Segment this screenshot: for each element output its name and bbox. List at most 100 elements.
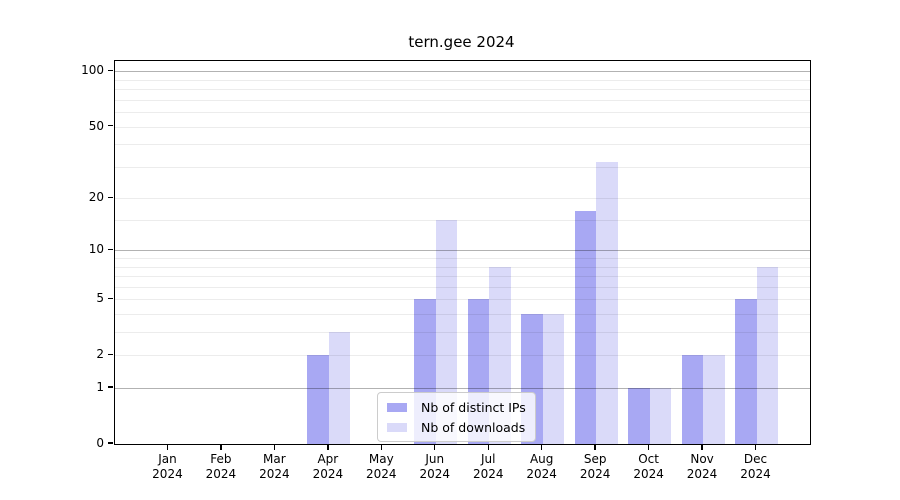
plot-area	[114, 60, 811, 445]
y-tick-mark	[108, 386, 113, 388]
x-tick-year: 2024	[366, 467, 397, 481]
x-tick-mark	[540, 444, 543, 450]
legend-label: Nb of downloads	[421, 419, 526, 435]
gridline-minor	[115, 332, 810, 334]
x-tick-month: Nov	[690, 452, 714, 466]
legend-swatch-downloads	[387, 422, 407, 432]
bar-downloads-oct	[649, 388, 672, 444]
x-tick-month: Aug	[529, 452, 554, 466]
gridline-minor	[115, 79, 810, 81]
gridline-major	[115, 250, 810, 252]
bar-downloads-apr	[328, 332, 351, 444]
x-tick-year: 2024	[579, 467, 611, 481]
bar-distinct-ips-dec	[735, 299, 757, 444]
gridline-minor	[115, 89, 810, 91]
x-tick-label: Sep 2024	[563, 452, 627, 482]
gridline-minor	[115, 299, 810, 301]
x-tick-mark	[327, 444, 329, 450]
bar-distinct-ips-apr	[307, 355, 329, 444]
x-tick-year: 2024	[526, 467, 557, 481]
x-tick-label: Nov 2024	[670, 452, 734, 482]
legend: Nb of distinct IPs Nb of downloads	[377, 392, 536, 442]
x-tick-mark	[594, 444, 596, 450]
y-tick-mark	[108, 69, 113, 72]
x-tick-month: Jun	[425, 452, 445, 466]
y-tick-label: 20	[88, 190, 104, 205]
y-tick-label: 0	[96, 436, 104, 450]
x-tick-label: May 2024	[349, 452, 413, 482]
x-tick-year: 2024	[633, 467, 664, 481]
gridline-minor	[115, 314, 810, 316]
bar-downloads-nov	[703, 355, 725, 444]
gridline-minor	[115, 220, 810, 222]
gridline-minor	[115, 99, 810, 101]
legend-item-downloads: Nb of downloads	[387, 418, 526, 436]
x-tick-year: 2024	[472, 467, 504, 481]
x-tick-label: Oct 2024	[617, 452, 681, 482]
x-tick-mark	[434, 444, 436, 450]
legend-swatch-distinct-ips	[387, 402, 407, 412]
x-tick-label: Jul 2024	[456, 452, 520, 482]
y-tick-label: 100	[81, 63, 104, 78]
y-tick-label: 1	[96, 380, 104, 395]
y-tick-mark	[108, 196, 113, 198]
x-tick-mark	[701, 444, 703, 450]
bar-downloads-aug	[542, 314, 565, 444]
x-tick-mark	[487, 444, 489, 450]
legend-label: Nb of distinct IPs	[421, 399, 526, 415]
gridline-minor	[115, 266, 810, 268]
x-tick-mark	[273, 444, 276, 450]
bar-distinct-ips-nov	[681, 355, 704, 444]
x-tick-month: Jul	[480, 452, 496, 466]
x-tick-month: Oct	[638, 452, 659, 466]
x-tick-month: Jan	[158, 452, 177, 466]
y-tick-label: 2	[96, 347, 104, 362]
x-tick-year: 2024	[686, 467, 718, 481]
y-tick-label: 10	[88, 242, 104, 257]
y-tick-mark	[108, 124, 113, 127]
x-tick-year: 2024	[259, 467, 290, 481]
bar-downloads-jun	[435, 220, 458, 444]
x-tick-month: May	[368, 452, 394, 466]
y-tick-label: 50	[88, 118, 104, 133]
x-tick-mark	[380, 444, 382, 450]
x-tick-month: Mar	[263, 452, 286, 466]
x-tick-month: Apr	[317, 452, 339, 466]
bar-downloads-sep	[596, 161, 618, 444]
gridline-major	[115, 71, 810, 73]
gridline-major	[115, 388, 810, 390]
gridline-minor	[115, 355, 810, 357]
x-tick-year: 2024	[419, 467, 451, 481]
x-tick-mark	[754, 444, 757, 450]
x-tick-year: 2024	[312, 467, 344, 481]
bar-distinct-ips-sep	[574, 210, 597, 444]
gridline-minor	[115, 198, 810, 200]
gridline-minor	[115, 144, 810, 146]
x-tick-label: Dec 2024	[724, 452, 788, 482]
x-tick-mark	[647, 444, 650, 450]
x-tick-label: Jun 2024	[403, 452, 467, 482]
chart-title: tern.gee 2024	[408, 33, 515, 51]
x-tick-year: 2024	[205, 467, 237, 481]
x-tick-label: Aug 2024	[510, 452, 574, 482]
gridline-minor	[115, 258, 810, 260]
x-tick-month: Feb	[210, 452, 232, 466]
bar-distinct-ips-oct	[628, 388, 650, 444]
gridline-minor	[115, 286, 810, 288]
x-tick-month: Sep	[583, 452, 607, 466]
x-tick-year: 2024	[740, 467, 771, 481]
x-tick-label: Mar 2024	[242, 452, 306, 482]
gridline-minor	[115, 276, 810, 278]
y-tick-mark	[108, 297, 113, 300]
bar-downloads-dec	[756, 266, 779, 444]
gridline-minor	[115, 166, 810, 168]
gridline-minor	[115, 112, 810, 114]
x-tick-mark	[220, 444, 222, 450]
x-tick-label: Feb 2024	[189, 452, 253, 482]
x-tick-mark	[166, 444, 169, 450]
x-tick-label: Jan 2024	[135, 452, 199, 482]
gridline-minor	[115, 126, 810, 128]
x-tick-label: Apr 2024	[296, 452, 360, 482]
x-tick-month: Dec	[743, 452, 768, 466]
